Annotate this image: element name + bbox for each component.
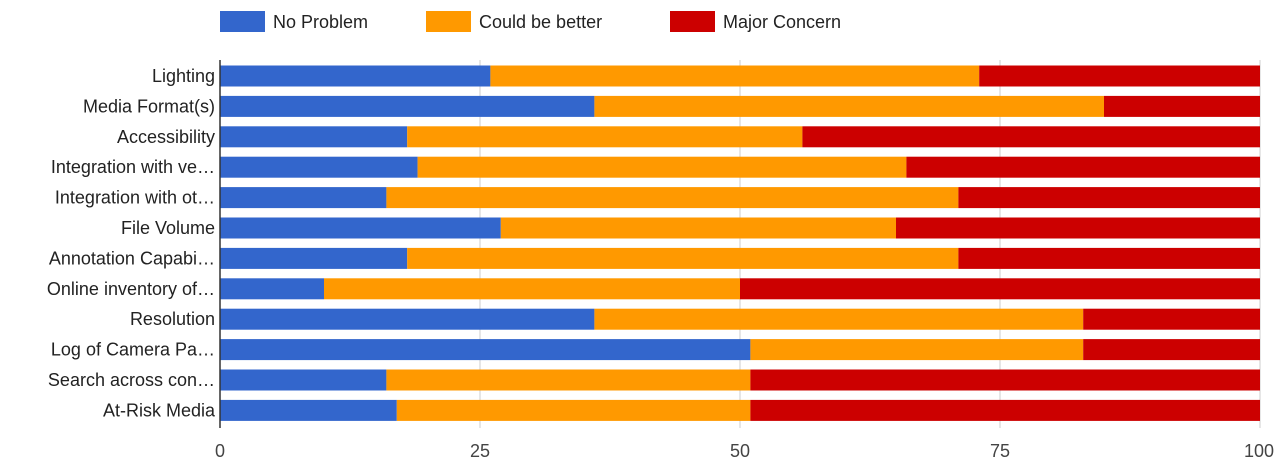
x-tick-label-0: 0 [215,441,225,461]
bar-no-problem-file-volume[interactable] [220,217,501,239]
bar-major-concern-media-format-s[interactable] [1104,95,1260,117]
bar-no-problem-media-format-s[interactable] [220,95,595,117]
category-label-annotation-capabi: Annotation Capabi… [49,248,215,268]
category-label-media-format-s: Media Format(s) [83,96,215,116]
bar-row-file-volume [220,217,1260,239]
category-label-lighting: Lighting [152,66,215,86]
legend-label-no-problem: No Problem [273,12,368,32]
bar-could-be-better-online-inventory-of[interactable] [324,278,740,300]
bar-no-problem-online-inventory-of[interactable] [220,278,324,300]
x-tick-label-100: 100 [1244,441,1274,461]
legend-item-major-concern: Major Concern [670,11,841,32]
x-tick-label-25: 25 [470,441,490,461]
legend-label-could-be-better: Could be better [479,12,602,32]
bar-could-be-better-file-volume[interactable] [500,217,896,239]
bar-row-media-format-s [220,95,1260,117]
bar-no-problem-integration-with-ve[interactable] [220,156,418,178]
bar-could-be-better-accessibility[interactable] [407,126,803,148]
bar-could-be-better-at-risk-media[interactable] [396,399,751,421]
bar-major-concern-integration-with-ve[interactable] [906,156,1260,178]
legend-swatch-could-be-better [426,11,471,32]
bar-no-problem-at-risk-media[interactable] [220,399,397,421]
bar-major-concern-at-risk-media[interactable] [750,399,1260,421]
bar-row-resolution [220,308,1260,330]
category-label-resolution: Resolution [130,309,215,329]
bar-row-integration-with-ot [220,187,1260,209]
x-axis-ticks: 0 25 50 75 100 [215,441,1274,461]
bar-could-be-better-lighting[interactable] [490,65,980,87]
bar-major-concern-file-volume[interactable] [896,217,1260,239]
legend-swatch-major-concern [670,11,715,32]
category-label-log-of-camera-pa: Log of Camera Pa… [51,340,215,360]
category-label-accessibility: Accessibility [117,127,215,147]
bar-no-problem-integration-with-ot[interactable] [220,187,387,209]
bar-could-be-better-search-across-con[interactable] [386,369,751,391]
legend-item-no-problem: No Problem [220,11,368,32]
bar-row-accessibility [220,126,1260,148]
category-label-at-risk-media: At-Risk Media [103,400,216,420]
bars [220,65,1260,421]
bar-no-problem-accessibility[interactable] [220,126,408,148]
legend-swatch-no-problem [220,11,265,32]
bar-major-concern-online-inventory-of[interactable] [740,278,1260,300]
category-labels: Lighting Media Format(s) Accessibility Inte… [47,66,216,420]
bar-major-concern-search-across-con[interactable] [750,369,1260,391]
bar-row-log-of-camera-pa [220,339,1260,361]
bar-no-problem-resolution[interactable] [220,308,595,330]
bar-could-be-better-annotation-capabi[interactable] [407,247,959,269]
legend-label-major-concern: Major Concern [723,12,841,32]
category-label-integration-with-ot: Integration with ot… [55,188,215,208]
bar-could-be-better-media-format-s[interactable] [594,95,1104,117]
x-tick-label-75: 75 [990,441,1010,461]
bar-no-problem-search-across-con[interactable] [220,369,387,391]
bar-no-problem-annotation-capabi[interactable] [220,247,408,269]
bar-major-concern-resolution[interactable] [1083,308,1260,330]
bar-row-search-across-con [220,369,1260,391]
category-label-integration-with-ve: Integration with ve… [51,157,215,177]
bar-row-integration-with-ve [220,156,1260,178]
bar-could-be-better-integration-with-ve[interactable] [417,156,907,178]
legend-item-could-be-better: Could be better [426,11,602,32]
bar-no-problem-lighting[interactable] [220,65,491,87]
bar-row-online-inventory-of [220,278,1260,300]
category-label-file-volume: File Volume [121,218,215,238]
bar-major-concern-annotation-capabi[interactable] [958,247,1260,269]
bar-major-concern-integration-with-ot[interactable] [958,187,1260,209]
category-label-online-inventory-of: Online inventory of… [47,279,215,299]
x-tick-label-50: 50 [730,441,750,461]
bar-major-concern-lighting[interactable] [979,65,1260,87]
gridlines [479,60,1261,428]
bar-could-be-better-integration-with-ot[interactable] [386,187,959,209]
legend: No Problem Could be better Major Concern [220,11,841,32]
bar-could-be-better-log-of-camera-pa[interactable] [750,339,1084,361]
bar-major-concern-accessibility[interactable] [802,126,1260,148]
bar-no-problem-log-of-camera-pa[interactable] [220,339,751,361]
bar-row-at-risk-media [220,399,1260,421]
bar-could-be-better-resolution[interactable] [594,308,1084,330]
category-label-search-across-con: Search across con… [48,370,215,390]
bar-row-lighting [220,65,1260,87]
bar-row-annotation-capabi [220,247,1260,269]
bar-major-concern-log-of-camera-pa[interactable] [1083,339,1260,361]
